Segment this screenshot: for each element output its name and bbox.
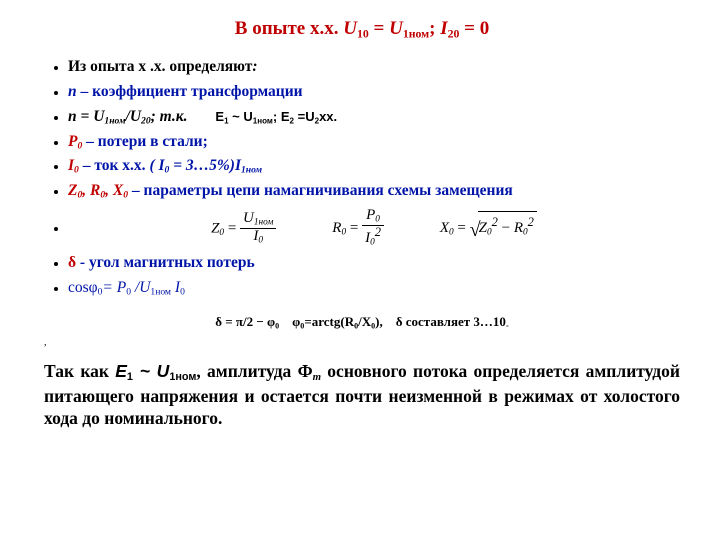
title-u1nom-sub: 1ном <box>403 27 429 40</box>
formula-z0: Z0 = U1номI0 <box>211 211 276 247</box>
title-i20-sub: 20 <box>448 27 460 40</box>
conclusion-paragraph: Так как E1 ~ U1ном, амплитуда Фm основно… <box>44 360 680 430</box>
title-i20-sym: I <box>440 18 447 39</box>
bullet-intro: Из опыта х .х. определяют: <box>68 55 680 80</box>
bullet-formula-row: Z0 = U1номI0 R0 = P0I02 X0 = √Z02 − R02 <box>68 208 680 249</box>
delta-phi-line: δ = π/2 − φ0 φ0=arctg(R0/X0), δ составля… <box>44 314 680 330</box>
title-prefix: В опыте х.х. <box>235 18 343 39</box>
formula-x0: X0 = √Z02 − R02 <box>440 211 537 246</box>
formula-r0: R0 = P0I02 <box>332 208 384 249</box>
slide-title: В опыте х.х. U10 = U1ном; I20 = 0 <box>44 18 680 41</box>
title-sep: ; <box>429 18 440 39</box>
title-zero: 0 <box>480 18 490 39</box>
title-u10-sub: 10 <box>357 27 369 40</box>
stray-comma: , <box>44 337 680 348</box>
bullet-list: Из опыта х .х. определяют: n – коэффицие… <box>50 55 680 300</box>
bullet-zrx: Z0, R0, X0 – параметры цепи намагничиван… <box>68 179 680 204</box>
bullet-cosphi: cosφ0= P0 /U1ном I0 <box>68 276 680 301</box>
bullet-n-note: E1 ~ U1ном; E2 =U2хх. <box>215 109 337 124</box>
formula-row: Z0 = U1номI0 R0 = P0I02 X0 = √Z02 − R02 <box>68 208 680 249</box>
bullet-delta: δ - угол магнитных потерь <box>68 251 680 276</box>
title-u1nom-sym: U <box>389 18 403 39</box>
bullet-n-formula: n = U1ном/U20; т.к. E1 ~ U1ном; E2 =U2хх… <box>68 105 680 130</box>
title-u10-sym: U <box>343 18 357 39</box>
bullet-p0: P0 – потери в стали; <box>68 130 680 155</box>
bullet-n: n – коэффициент трансформации <box>68 80 680 105</box>
bullet-i0: I0 – ток х.х. ( I0 = 3…5%)I1ном <box>68 154 680 179</box>
